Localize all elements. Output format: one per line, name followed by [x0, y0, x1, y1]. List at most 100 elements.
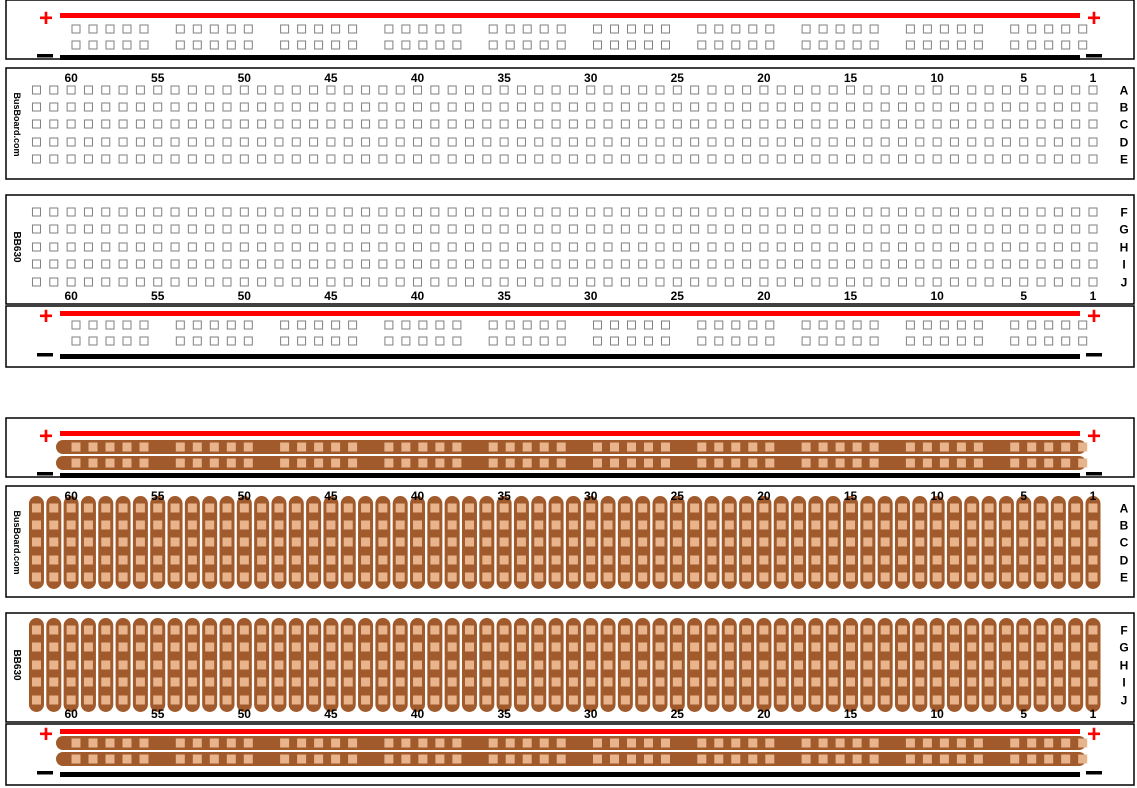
terminal-pad	[31, 572, 41, 582]
terminal-pad	[672, 572, 682, 582]
rail-hole	[71, 320, 81, 330]
rail-hole	[139, 40, 149, 50]
rail-pad	[956, 458, 966, 468]
terminal-pad	[170, 537, 180, 547]
rail-pad	[922, 738, 932, 748]
terminal-hole	[655, 277, 665, 287]
terminal-pad	[135, 677, 145, 687]
terminal-pad	[482, 625, 492, 635]
rail-hole	[226, 24, 236, 34]
terminal-pad	[828, 695, 838, 705]
rail-pad	[226, 738, 236, 748]
terminal-pad	[568, 555, 578, 565]
terminal-hole	[499, 207, 509, 217]
terminal-hole	[66, 137, 76, 147]
rail-hole	[1044, 320, 1054, 330]
terminal-hole	[170, 277, 180, 287]
terminal-pad	[516, 660, 526, 670]
terminal-pad	[101, 625, 111, 635]
rail-pad	[973, 754, 983, 764]
rail-hole	[697, 40, 707, 50]
terminal-hole	[811, 85, 821, 95]
terminal-pad	[153, 677, 163, 687]
terminal-hole	[707, 137, 717, 147]
terminal-pad	[118, 660, 128, 670]
terminal-pad	[49, 695, 59, 705]
terminal-pad	[309, 695, 319, 705]
terminal-hole	[170, 224, 180, 234]
terminal-hole	[915, 224, 925, 234]
terminal-pad	[967, 555, 977, 565]
terminal-hole	[309, 102, 319, 112]
terminal-pad	[187, 677, 197, 687]
terminal-pad	[430, 695, 440, 705]
terminal-hole	[101, 259, 111, 269]
terminal-hole	[274, 102, 284, 112]
rail-pad	[869, 458, 879, 468]
rail-pad	[1010, 458, 1020, 468]
terminal-hole	[499, 119, 509, 129]
rail-pad	[1010, 442, 1020, 452]
row-label: G	[1119, 223, 1128, 237]
terminal-pad	[309, 572, 319, 582]
terminal-pad	[430, 555, 440, 565]
terminal-hole	[118, 224, 128, 234]
brand-text: BusBoard.com	[12, 510, 22, 574]
terminal-pad	[949, 572, 959, 582]
terminal-hole	[707, 277, 717, 287]
terminal-pad	[326, 555, 336, 565]
terminal-hole	[66, 102, 76, 112]
terminal-pad	[655, 642, 665, 652]
rail-pad	[748, 754, 758, 764]
terminal-pad	[205, 503, 215, 513]
terminal-pad	[828, 625, 838, 635]
terminal-pad	[707, 537, 717, 547]
terminal-hole	[170, 119, 180, 129]
terminal-pad	[239, 555, 249, 565]
terminal-pad	[239, 642, 249, 652]
terminal-hole	[794, 277, 804, 287]
rail-hole	[280, 24, 290, 34]
terminal-hole	[83, 85, 93, 95]
terminal-hole	[239, 137, 249, 147]
terminal-hole	[257, 154, 267, 164]
terminal-hole	[690, 119, 700, 129]
terminal-hole	[1001, 224, 1011, 234]
terminal-hole	[447, 85, 457, 95]
row-label: A	[1120, 502, 1129, 516]
terminal-hole	[638, 259, 648, 269]
terminal-pad	[759, 642, 769, 652]
terminal-hole	[395, 102, 405, 112]
terminal-hole	[863, 85, 873, 95]
rail-pad	[610, 754, 619, 764]
terminal-hole	[776, 242, 786, 252]
terminal-hole	[378, 207, 388, 217]
terminal-hole	[361, 102, 371, 112]
terminal-hole	[153, 119, 163, 129]
terminal-hole	[66, 154, 76, 164]
rail-pad	[243, 754, 253, 764]
rail-pad	[556, 458, 566, 468]
rail-hole	[297, 320, 307, 330]
terminal-pad	[274, 555, 284, 565]
terminal-pad	[724, 695, 734, 705]
column-label: 10	[930, 71, 944, 85]
terminal-hole	[516, 259, 526, 269]
terminal-pad	[603, 537, 613, 547]
rail-pad	[1010, 754, 1020, 764]
terminal-pad	[343, 572, 353, 582]
rail-hole	[973, 40, 983, 50]
terminal-hole	[586, 154, 596, 164]
terminal-pad	[534, 677, 544, 687]
terminal-pad	[482, 572, 492, 582]
rail-hole	[105, 320, 115, 330]
terminal-hole	[846, 224, 856, 234]
rail-hole	[314, 24, 324, 34]
terminal-hole	[759, 119, 769, 129]
terminal-pad	[949, 695, 959, 705]
rail-pad	[435, 754, 445, 764]
column-label: 10	[930, 707, 944, 721]
terminal-hole	[239, 102, 249, 112]
rail-pad	[435, 442, 445, 452]
terminal-hole	[274, 119, 284, 129]
